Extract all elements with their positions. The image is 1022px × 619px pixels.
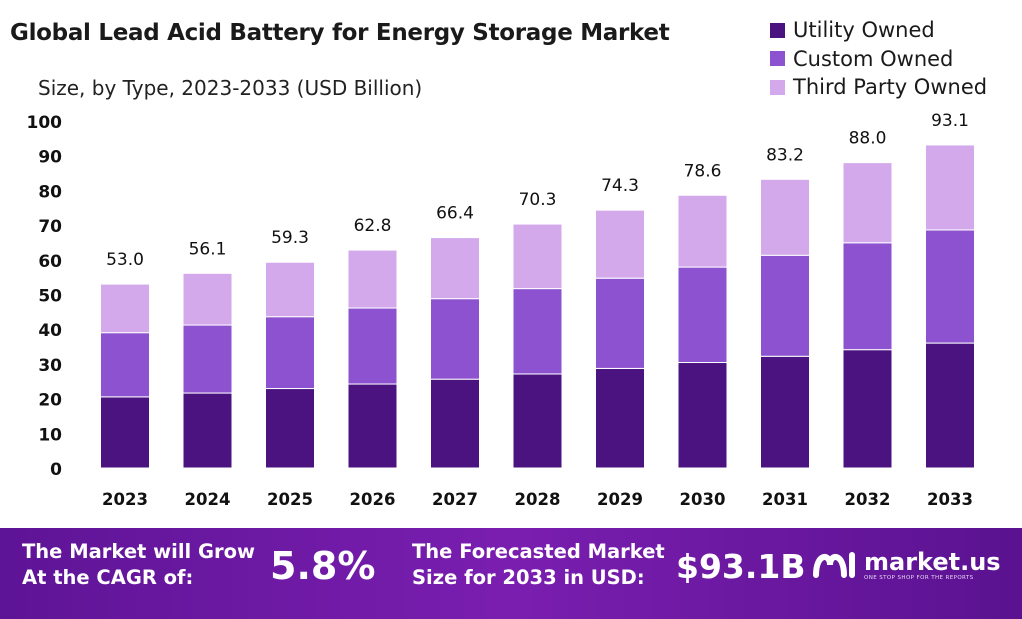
x-tick-label: 2033 [927, 490, 973, 509]
cagr-value: 5.8% [270, 544, 376, 588]
stacked-bar-chart: 010203040506070809010053.0202356.1202459… [27, 111, 975, 509]
x-tick-label: 2023 [102, 490, 148, 509]
bar-segment [842, 162, 893, 244]
data-label: 74.3 [601, 176, 639, 196]
data-label: 56.1 [189, 239, 227, 259]
bar-segment [265, 388, 315, 469]
x-tick-label: 2024 [185, 490, 231, 509]
bar-segment [265, 316, 315, 390]
data-label: 66.4 [436, 204, 474, 224]
brand-name: market.us [864, 548, 1001, 576]
bar-segment [925, 144, 975, 231]
forecast-label-line1: The Forecasted Market [412, 540, 665, 563]
legend-label: Custom Owned [793, 46, 954, 71]
legend-swatch [770, 22, 785, 38]
x-tick-label: 2029 [597, 490, 643, 509]
cagr-label-line1: The Market will Grow [22, 540, 256, 563]
bar-segment [925, 342, 975, 469]
y-tick-label: 50 [38, 287, 62, 307]
bar-segment [100, 332, 150, 398]
bar-segment [760, 178, 810, 256]
forecast-label: The Forecasted Market Size for 2033 in U… [412, 539, 665, 591]
legend-swatch [770, 79, 785, 95]
legend-label: Third Party Owned [793, 75, 988, 100]
y-tick-label: 0 [50, 460, 62, 480]
brand-tagline: ONE STOP SHOP FOR THE REPORTS [864, 575, 974, 581]
bar-segment [677, 194, 728, 268]
bar-segment [512, 223, 563, 290]
cagr-label: The Market will Grow At the CAGR of: [22, 539, 255, 591]
bar-segment [430, 298, 480, 380]
chart-title: Global Lead Acid Battery for Energy Stor… [10, 20, 670, 46]
data-label: 70.3 [519, 190, 557, 210]
bar-segment [842, 242, 893, 351]
bar-segment [595, 209, 645, 279]
bar-segment [265, 261, 315, 318]
bar-segment [512, 288, 563, 375]
bar-segment [182, 272, 233, 326]
bar-segment [677, 266, 728, 364]
x-tick-label: 2032 [845, 490, 891, 509]
forecast-label-line2: Size for 2033 in USD: [412, 566, 645, 589]
data-label: 59.3 [271, 228, 309, 248]
bar-segment [842, 349, 893, 469]
bar-segment [182, 324, 233, 394]
y-tick-label: 100 [27, 113, 63, 133]
bar-segment [430, 237, 480, 300]
y-tick-label: 60 [38, 252, 62, 272]
legend-item-custom-owned: Custom Owned [770, 45, 987, 74]
data-label: 53.0 [106, 250, 144, 270]
data-label: 93.1 [931, 111, 969, 131]
bar-segment [760, 355, 810, 469]
x-tick-label: 2026 [350, 490, 396, 509]
legend-swatch [770, 51, 785, 67]
x-tick-label: 2027 [432, 490, 478, 509]
chart-legend: Utility Owned Custom Owned Third Party O… [770, 16, 987, 102]
y-tick-label: 40 [38, 321, 62, 341]
x-tick-label: 2028 [515, 490, 561, 509]
data-label: 88.0 [849, 129, 887, 149]
legend-item-utility-owned: Utility Owned [770, 16, 987, 45]
y-tick-label: 10 [38, 425, 62, 445]
bar-segment [595, 277, 645, 369]
chart-subtitle: Size, by Type, 2023-2033 (USD Billion) [38, 76, 423, 100]
y-tick-label: 30 [38, 356, 62, 376]
bar-segment [347, 307, 398, 385]
bar-segment [182, 392, 233, 469]
x-tick-label: 2031 [762, 490, 808, 509]
data-label: 83.2 [766, 145, 804, 165]
y-tick-label: 70 [38, 217, 62, 237]
y-tick-label: 20 [38, 391, 62, 411]
bar-segment [100, 283, 150, 334]
bar-segment [100, 396, 150, 469]
forecast-value: $93.1B [676, 547, 806, 586]
x-tick-label: 2025 [267, 490, 313, 509]
legend-label: Utility Owned [793, 18, 935, 43]
bar-segment [760, 254, 810, 357]
bar-segment [347, 383, 398, 469]
bar-segment [595, 367, 645, 469]
chart-card: Global Lead Acid Battery for Energy Stor… [10, 16, 988, 509]
data-label: 62.8 [354, 216, 392, 236]
bar-segment [677, 362, 728, 469]
data-label: 78.6 [684, 161, 722, 181]
cagr-label-line2: At the CAGR of: [22, 566, 194, 589]
market-us-logo-icon [813, 552, 855, 578]
x-tick-label: 2030 [680, 490, 726, 509]
y-tick-label: 90 [38, 148, 62, 168]
legend-item-third-party-owned: Third Party Owned [770, 73, 987, 102]
bar-segment [512, 373, 563, 469]
bar-segment [430, 378, 480, 469]
y-tick-label: 80 [38, 182, 62, 202]
bar-segment [347, 249, 398, 309]
bar-segment [925, 229, 975, 344]
